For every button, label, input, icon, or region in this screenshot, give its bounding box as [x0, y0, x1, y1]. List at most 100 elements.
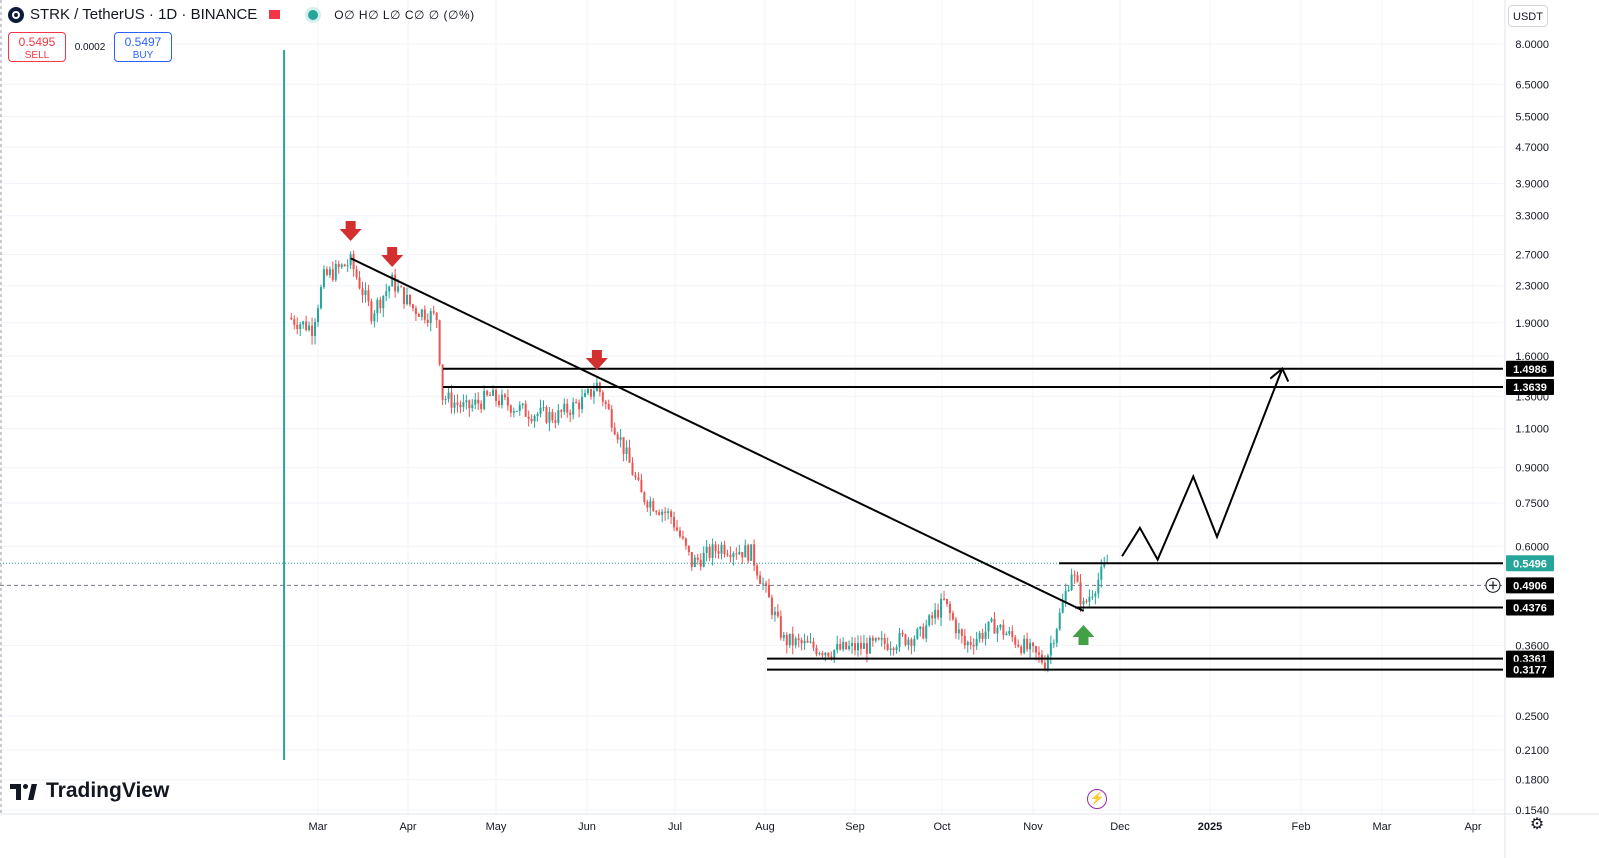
candle-body — [296, 324, 299, 330]
flag-icon[interactable] — [269, 10, 281, 19]
candle-body — [993, 618, 996, 634]
price-badge-label: 1.4986 — [1513, 364, 1547, 376]
candle-body — [400, 286, 403, 288]
candle-body — [874, 638, 877, 641]
candle-body — [388, 286, 391, 292]
tradingview-logo[interactable]: TradingView — [10, 779, 169, 803]
sell-price: 0.5495 — [18, 35, 56, 49]
candle-body — [512, 411, 515, 413]
candle-body — [334, 263, 337, 280]
time-axis: Mar Apr May Jun Jul Aug Sep Oct Nov Dec 2025 Feb Mar… — [309, 821, 1482, 833]
candle-body — [975, 638, 978, 647]
red-down-arrow-icon — [585, 350, 608, 370]
candle-body — [382, 295, 385, 309]
buy-label: BUY — [132, 50, 154, 61]
time-tick-label: Mar — [309, 821, 328, 833]
candle-body — [705, 546, 708, 553]
lightning-icon[interactable]: ⚡ — [1087, 789, 1107, 809]
candle-body — [972, 644, 975, 647]
candle-body — [355, 269, 358, 278]
currency-selector[interactable]: USDT — [1508, 5, 1548, 27]
candle-body — [358, 277, 361, 289]
candle-body — [931, 615, 934, 619]
candle-body — [489, 394, 492, 396]
candle-body — [1032, 642, 1035, 647]
candle-body — [308, 325, 311, 331]
candle-body — [616, 434, 619, 440]
candle-body — [732, 553, 735, 558]
price-tick-label: 0.1540 — [1515, 805, 1549, 817]
candle-body — [495, 389, 498, 401]
candle-body — [836, 643, 839, 650]
price-tick-label: 1.6000 — [1515, 351, 1549, 363]
candle-body — [726, 554, 729, 556]
candle-body — [681, 536, 684, 539]
candle-body — [714, 544, 717, 552]
candle-body — [806, 640, 809, 643]
time-tick-label: Feb — [1292, 821, 1311, 833]
candle-body — [592, 391, 595, 397]
trade-buttons: 0.5495 SELL 0.0002 0.5497 BUY — [8, 32, 172, 62]
buy-button[interactable]: 0.5497 BUY — [114, 32, 172, 62]
candle-body — [438, 320, 441, 365]
red-down-arrow-icon — [339, 221, 362, 241]
candle-body — [584, 393, 587, 397]
price-tick-label: 0.9000 — [1515, 463, 1549, 475]
candle-body — [800, 640, 803, 644]
candle-body — [521, 403, 524, 406]
candle-body — [290, 317, 293, 320]
candle-body — [845, 642, 848, 650]
price-tick-label: 0.6000 — [1515, 541, 1549, 553]
candle-body — [352, 254, 355, 270]
gear-icon[interactable]: ⚙ — [1529, 816, 1545, 833]
price-badge — [1506, 360, 1554, 377]
price-tick-label: 0.2100 — [1515, 745, 1549, 757]
candle-body — [1005, 633, 1008, 636]
price-badge-label: 1.3639 — [1513, 382, 1547, 394]
candle-body — [963, 635, 966, 646]
price-tick-label: 0.3600 — [1515, 640, 1549, 652]
symbol-title[interactable]: STRK / TetherUS · 1D · BINANCE — [30, 6, 258, 23]
candlestick-series — [283, 50, 1109, 760]
candle-body — [830, 656, 833, 658]
candle-body — [702, 552, 705, 567]
price-axis: 8.0000 6.5000 5.5000 4.7000 3.9000 3.3000 2.70… — [1515, 39, 1549, 817]
candle-body — [646, 502, 649, 508]
candle-body — [343, 264, 346, 267]
candle-body — [557, 410, 560, 423]
candle-body — [1052, 642, 1055, 644]
candle-body — [803, 640, 806, 644]
candle-body — [729, 554, 732, 558]
market-status-icon[interactable] — [308, 9, 319, 20]
buy-price: 0.5497 — [124, 35, 162, 49]
candle-body — [1073, 574, 1076, 576]
candle-body — [969, 642, 972, 645]
candle-body — [483, 391, 486, 409]
candle-body — [756, 565, 759, 576]
candle-body — [753, 544, 756, 566]
time-tick-label: 2025 — [1198, 821, 1222, 833]
candle-body — [934, 609, 937, 619]
projection-arrowhead — [1269, 367, 1290, 383]
price-badge — [1506, 379, 1554, 396]
time-tick-label: Apr — [1464, 821, 1481, 833]
ohlc-values: O∅ H∅ L∅ C∅ ∅ (∅%) — [334, 7, 475, 22]
candle-body — [1029, 642, 1032, 650]
candle-body — [423, 309, 426, 320]
candle-body — [723, 544, 726, 555]
candle-body — [1094, 593, 1097, 597]
time-tick-label: Mar — [1373, 821, 1392, 833]
candle-body — [394, 274, 397, 292]
sell-button[interactable]: 0.5495 SELL — [8, 32, 66, 62]
candle-body — [337, 263, 340, 268]
candle-body — [406, 294, 409, 305]
candle-body — [827, 652, 830, 657]
candle-body — [462, 402, 465, 408]
candle-body — [364, 290, 367, 296]
candle-body — [1055, 629, 1058, 643]
time-tick-label: Jul — [668, 821, 682, 833]
time-tick-label: Nov — [1023, 821, 1043, 833]
candle-body — [910, 639, 913, 646]
price-badge-label: 0.4376 — [1513, 602, 1547, 614]
